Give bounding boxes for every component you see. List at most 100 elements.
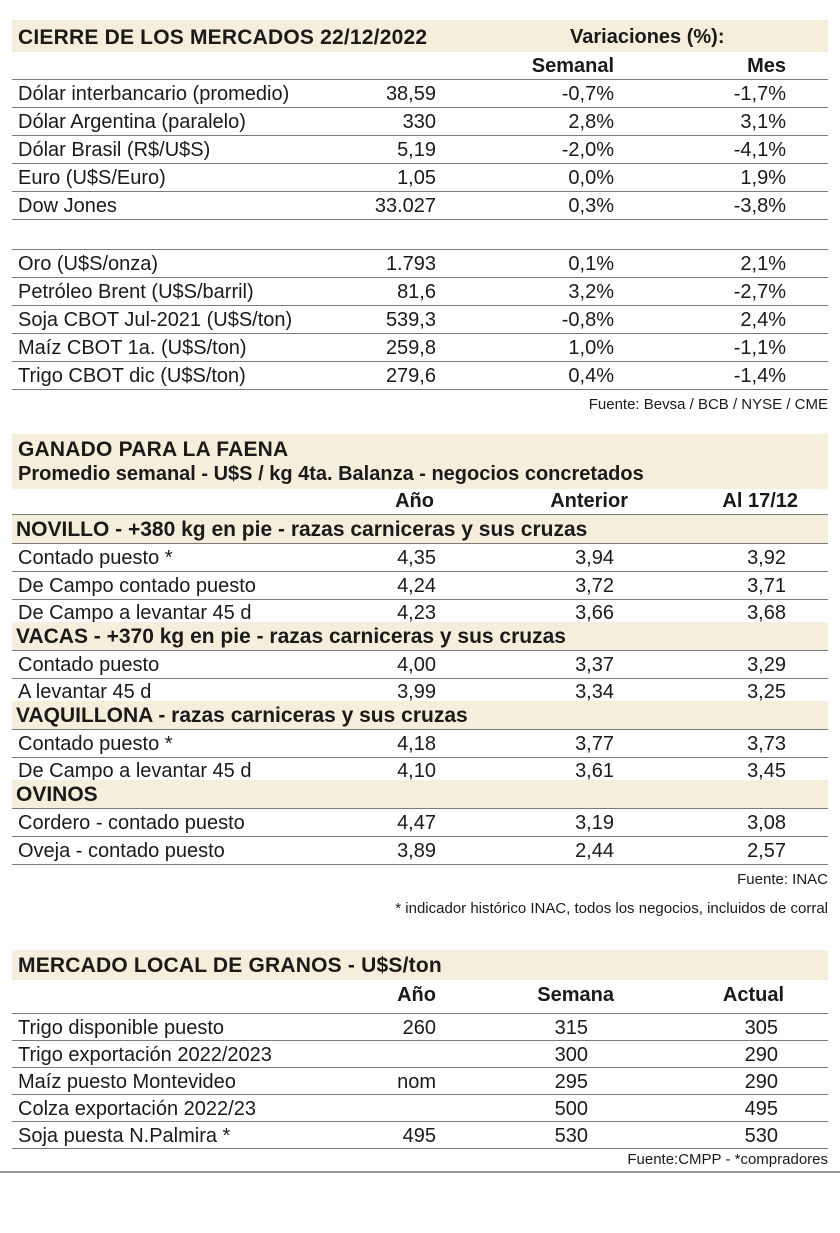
grain-current: 530 [744, 1125, 778, 1147]
market-month: 2,4% [740, 309, 786, 331]
grain-name: Colza exportación 2022/23 [18, 1098, 256, 1120]
grains-source-wrap: Fuente:CMPP - *compradores [12, 1149, 828, 1171]
cattle-name: De Campo a levantar 45 d [18, 602, 252, 622]
market-weekly: 0,0% [568, 167, 614, 189]
market-weekly: -2,0% [561, 139, 614, 161]
cattle-name: Contado puesto * [18, 733, 173, 755]
market-row: Dólar Argentina (paralelo) 330 2,8% 3,1% [12, 108, 828, 136]
market-row: Dow Jones 33.027 0,3% -3,8% [12, 192, 828, 220]
market-month: -3,8% [733, 195, 786, 217]
market-name: Euro (U$S/Euro) [18, 167, 166, 189]
markets-group-1: Dólar interbancario (promedio) 38,59 -0,7%… [12, 80, 828, 220]
cattle-row: De Campo a levantar 45 d 4,23 3,66 3,68 [12, 600, 828, 622]
cattle-name: Oveja - contado puesto [18, 840, 225, 862]
cattle-prev: 3,61 [575, 760, 614, 780]
cattle-category: VACAS - +370 kg en pie - razas carnicera… [12, 622, 828, 651]
cattle-row: Oveja - contado puesto 3,89 2,44 2,57 [12, 837, 828, 865]
market-value: 5,19 [397, 139, 436, 161]
cattle-category: OVINOS [12, 780, 828, 809]
cattle-row: De Campo a levantar 45 d 4,10 3,61 3,45 [12, 758, 828, 780]
market-month: -2,7% [733, 281, 786, 303]
market-weekly: 0,3% [568, 195, 614, 217]
cattle-row: Cordero - contado puesto 4,47 3,19 3,08 [12, 809, 828, 837]
grain-row: Maíz puesto Montevideo nom 295 290 [12, 1068, 828, 1095]
cattle-category-title: VACAS - +370 kg en pie - razas carnicera… [16, 625, 566, 648]
cattle-prev: 3,66 [575, 602, 614, 622]
grain-year: 260 [402, 1017, 436, 1039]
grains-title: MERCADO LOCAL DE GRANOS - U$S/ton [18, 954, 442, 977]
grain-year: nom [397, 1071, 436, 1093]
market-month: -4,1% [733, 139, 786, 161]
cattle-prev: 2,44 [575, 840, 614, 862]
markets-source: Fuente: Bevsa / BCB / NYSE / CME [588, 396, 828, 413]
variations-label: Variaciones (%): [570, 26, 725, 48]
market-month: 3,1% [740, 111, 786, 133]
market-weekly: 2,8% [568, 111, 614, 133]
grain-row: Colza exportación 2022/23 500 495 [12, 1095, 828, 1122]
cattle-prev: 3,72 [575, 575, 614, 597]
markets-title: CIERRE DE LOS MERCADOS 22/12/2022 [18, 26, 428, 49]
col-weekly: Semanal [531, 55, 614, 77]
bottom-rule [0, 1171, 840, 1173]
market-name: Dólar interbancario (promedio) [18, 83, 290, 105]
cattle-prev: 3,94 [575, 547, 614, 569]
grains-table: Trigo disponible puesto 260 315 305 Trigo ex… [12, 1014, 828, 1149]
grain-name: Maíz puesto Montevideo [18, 1071, 236, 1093]
market-value: 81,6 [397, 281, 436, 303]
market-value: 38,59 [385, 83, 436, 105]
market-row: Maíz CBOT 1a. (U$S/ton) 259,8 1,0% -1,1% [12, 334, 828, 362]
market-weekly: 1,0% [568, 337, 614, 359]
cattle-name: Contado puesto * [18, 547, 173, 569]
cattle-category-title: NOVILLO - +380 kg en pie - razas carnice… [16, 518, 588, 541]
markets-header: CIERRE DE LOS MERCADOS 22/12/2022 Variac… [12, 20, 828, 52]
market-name: Trigo CBOT dic (U$S/ton) [18, 365, 246, 387]
market-row: Dólar interbancario (promedio) 38,59 -0,7%… [12, 80, 828, 108]
grains-col-year: Año [397, 984, 436, 1006]
market-weekly: -0,7% [561, 83, 614, 105]
cattle-year: 3,89 [397, 840, 436, 862]
cattle-current: 3,92 [747, 547, 786, 569]
cattle-current: 2,57 [747, 840, 786, 862]
market-name: Petróleo Brent (U$S/barril) [18, 281, 254, 303]
cattle-category-title: OVINOS [16, 783, 98, 806]
cattle-row: Contado puesto * 4,18 3,77 3,73 [12, 730, 828, 758]
market-value: 279,6 [385, 365, 436, 387]
grains-header: MERCADO LOCAL DE GRANOS - U$S/ton [12, 950, 828, 980]
cattle-name: A levantar 45 d [18, 681, 152, 701]
grain-row: Trigo disponible puesto 260 315 305 [12, 1014, 828, 1041]
grain-week: 300 [554, 1044, 588, 1066]
cattle-year: 3,99 [397, 681, 436, 701]
markets-source-wrap: Fuente: Bevsa / BCB / NYSE / CME [12, 390, 828, 422]
market-row: Dólar Brasil (R$/U$S) 5,19 -2,0% -4,1% [12, 136, 828, 164]
grain-year: 495 [402, 1125, 436, 1147]
cattle-category-title: VAQUILLONA - razas carniceras y sus cruz… [16, 704, 468, 727]
market-month: -1,7% [733, 83, 786, 105]
cattle-subtitle: Promedio semanal - U$S / kg 4ta. Balanza… [18, 463, 644, 485]
grain-week: 315 [554, 1017, 588, 1039]
cattle-year: 4,10 [397, 760, 436, 780]
cattle-row: Contado puesto 4,00 3,37 3,29 [12, 651, 828, 679]
cattle-year: 4,35 [397, 547, 436, 569]
market-weekly: 3,2% [568, 281, 614, 303]
market-row: Oro (U$S/onza) 1.793 0,1% 2,1% [12, 250, 828, 278]
cattle-prev: 3,34 [575, 681, 614, 701]
cattle-current: 3,08 [747, 812, 786, 834]
market-month: 2,1% [740, 253, 786, 275]
market-weekly: -0,8% [561, 309, 614, 331]
cattle-row: De Campo contado puesto 4,24 3,72 3,71 [12, 572, 828, 600]
market-name: Dow Jones [18, 195, 117, 217]
market-name: Dólar Brasil (R$/U$S) [18, 139, 211, 161]
market-value: 539,3 [385, 309, 436, 331]
cattle-column-headers: Año Anterior Al 17/12 [12, 489, 828, 515]
market-weekly: 0,1% [568, 253, 614, 275]
cattle-table: NOVILLO - +380 kg en pie - razas carnice… [12, 515, 828, 865]
grains-source: Fuente:CMPP - *compradores [627, 1151, 828, 1168]
market-name: Dólar Argentina (paralelo) [18, 111, 246, 133]
cattle-current: 3,25 [747, 681, 786, 701]
cattle-source: Fuente: INAC [737, 871, 828, 888]
market-row: Soja CBOT Jul-2021 (U$S/ton) 539,3 -0,8% 2,… [12, 306, 828, 334]
cattle-year: 4,18 [397, 733, 436, 755]
grains-column-headers: Año Semana Actual [12, 980, 828, 1014]
cattle-category: NOVILLO - +380 kg en pie - razas carnice… [12, 515, 828, 544]
cattle-name: De Campo contado puesto [18, 575, 256, 597]
